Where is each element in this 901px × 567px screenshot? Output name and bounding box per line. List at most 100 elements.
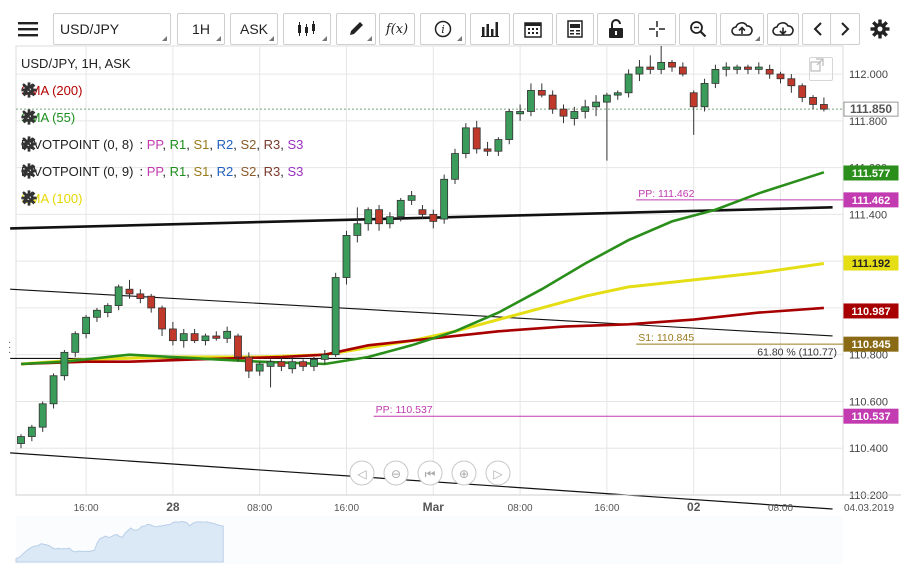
- indicators-button[interactable]: f(x): [379, 13, 415, 45]
- sma-200-line: [20, 306, 824, 366]
- price-chart[interactable]: 61.80 % (110.77) PP: 111.462 S1: 110.845 PP…: [0, 44, 901, 567]
- candle: [342, 230, 351, 285]
- pivot-level-label: R3: [263, 136, 281, 152]
- candlestick-icon: [298, 21, 315, 36]
- candle: [223, 326, 232, 343]
- price-badge-label: 111.577: [852, 168, 891, 180]
- candle: [396, 198, 405, 222]
- candle: [689, 90, 698, 135]
- crosshair-icon: [649, 21, 665, 37]
- indicator-label[interactable]: SMA (100): [21, 190, 83, 206]
- price-badge-label: 110.845: [851, 339, 890, 351]
- calendar-button[interactable]: [513, 13, 553, 45]
- scroll-left-button[interactable]: ◁: [349, 460, 375, 486]
- indicator-label[interactable]: PIVOTPOINT (0, 9): [21, 163, 134, 179]
- candle-body: [38, 403, 47, 428]
- candle: [212, 331, 221, 341]
- close-icon[interactable]: [22, 109, 123, 125]
- volume-button[interactable]: [470, 13, 510, 45]
- candle-body: [353, 223, 362, 236]
- reset-button[interactable]: ⏮: [417, 460, 443, 486]
- price-badges: 111.850 111.577 111.462 111.192 110.987 110.8…: [843, 101, 899, 424]
- reset-icon: ⏮: [425, 467, 436, 481]
- pivot-level-label: ,: [162, 163, 170, 179]
- price-badge-box: [843, 336, 899, 352]
- candle-body: [407, 195, 416, 201]
- pivot-level-label: ,: [256, 136, 264, 152]
- close-icon[interactable]: [22, 82, 130, 98]
- scroll-forward-button[interactable]: [830, 13, 860, 45]
- y-tick-label: 110.200: [849, 490, 888, 502]
- y-tick-label: 111.400: [849, 209, 887, 221]
- fib-label: 61.80 % (110.77): [757, 346, 837, 358]
- candle: [71, 331, 80, 358]
- pivot-level-label: ,: [209, 136, 217, 152]
- draw-tool-button[interactable]: [336, 13, 376, 45]
- x-tick-label: 16:00: [594, 503, 619, 514]
- candle: [429, 209, 438, 229]
- close-icon[interactable]: [22, 136, 351, 152]
- zoom-button[interactable]: [679, 13, 717, 45]
- settings-button[interactable]: [862, 13, 898, 45]
- indicator-label[interactable]: SMA (200): [21, 82, 83, 98]
- candle-body: [537, 90, 546, 96]
- candle: [277, 357, 286, 372]
- candles: [17, 46, 828, 449]
- candle: [461, 123, 470, 159]
- candle-body: [505, 111, 514, 140]
- pivot-label: PP: 111.462: [638, 188, 694, 200]
- pivot-level-label: S3: [287, 163, 304, 179]
- side-select[interactable]: ASK: [230, 13, 278, 45]
- chart-type-button[interactable]: [283, 13, 331, 45]
- candle-body: [603, 94, 611, 103]
- menu-button[interactable]: [10, 13, 46, 45]
- close-icon[interactable]: [22, 163, 351, 179]
- dropdown-corner-icon: [755, 36, 760, 41]
- gear-icon[interactable]: [21, 82, 106, 98]
- scroll-right-button[interactable]: ▷: [485, 460, 511, 486]
- candle-body: [364, 209, 373, 225]
- candle: [711, 64, 720, 89]
- indicator-label[interactable]: PIVOTPOINT (0, 8): [21, 136, 134, 152]
- legend-row: SMA (100): [21, 190, 130, 206]
- candle: [27, 424, 36, 442]
- panel-resize-handle[interactable]: · · ·: [8, 337, 12, 358]
- toolbar: USD/JPY 1H ASK f(x) i: [0, 0, 901, 45]
- trendline: [10, 288, 833, 337]
- zoom-out-button[interactable]: ⊖: [383, 460, 409, 486]
- popout-button[interactable]: [809, 57, 833, 81]
- legend-title: USD/JPY, 1H, ASK: [21, 56, 131, 71]
- candle: [765, 64, 774, 79]
- zoom-in-button[interactable]: ⊕: [451, 460, 477, 486]
- gear-icon[interactable]: [21, 163, 327, 179]
- crosshair-button[interactable]: [638, 13, 676, 45]
- candle: [700, 78, 709, 112]
- candle-body: [668, 61, 676, 68]
- candle-body: [754, 66, 763, 70]
- download-button[interactable]: [767, 13, 799, 45]
- pivot-level-label: ,: [186, 163, 194, 179]
- candle-body: [310, 358, 318, 367]
- gear-icon[interactable]: [21, 136, 327, 152]
- candle-body: [527, 90, 535, 112]
- lock-button[interactable]: [597, 13, 635, 45]
- candle: [733, 64, 741, 75]
- report-button[interactable]: [556, 13, 594, 45]
- gear-icon[interactable]: [21, 190, 106, 206]
- candle: [787, 74, 796, 93]
- info-button[interactable]: i: [420, 13, 466, 45]
- scroll-back-button[interactable]: [802, 13, 834, 45]
- candle: [244, 352, 253, 379]
- dropdown-corner-icon: [162, 36, 167, 41]
- pivot-levels: : PP, R1, S1, R2, S2, R3, S3: [139, 137, 303, 152]
- candle: [657, 46, 666, 75]
- symbol-select[interactable]: USD/JPY: [53, 13, 171, 45]
- close-icon[interactable]: [22, 190, 130, 206]
- upload-button[interactable]: [720, 13, 764, 45]
- candle-body: [765, 68, 774, 75]
- gear-icon[interactable]: [21, 109, 99, 125]
- x-tick-label: 08:00: [508, 503, 533, 514]
- chart-area[interactable]: 61.80 % (110.77) PP: 111.462 S1: 110.845 PP…: [0, 44, 901, 567]
- bar-chart-icon: [481, 22, 499, 37]
- timeframe-select[interactable]: 1H: [177, 13, 225, 45]
